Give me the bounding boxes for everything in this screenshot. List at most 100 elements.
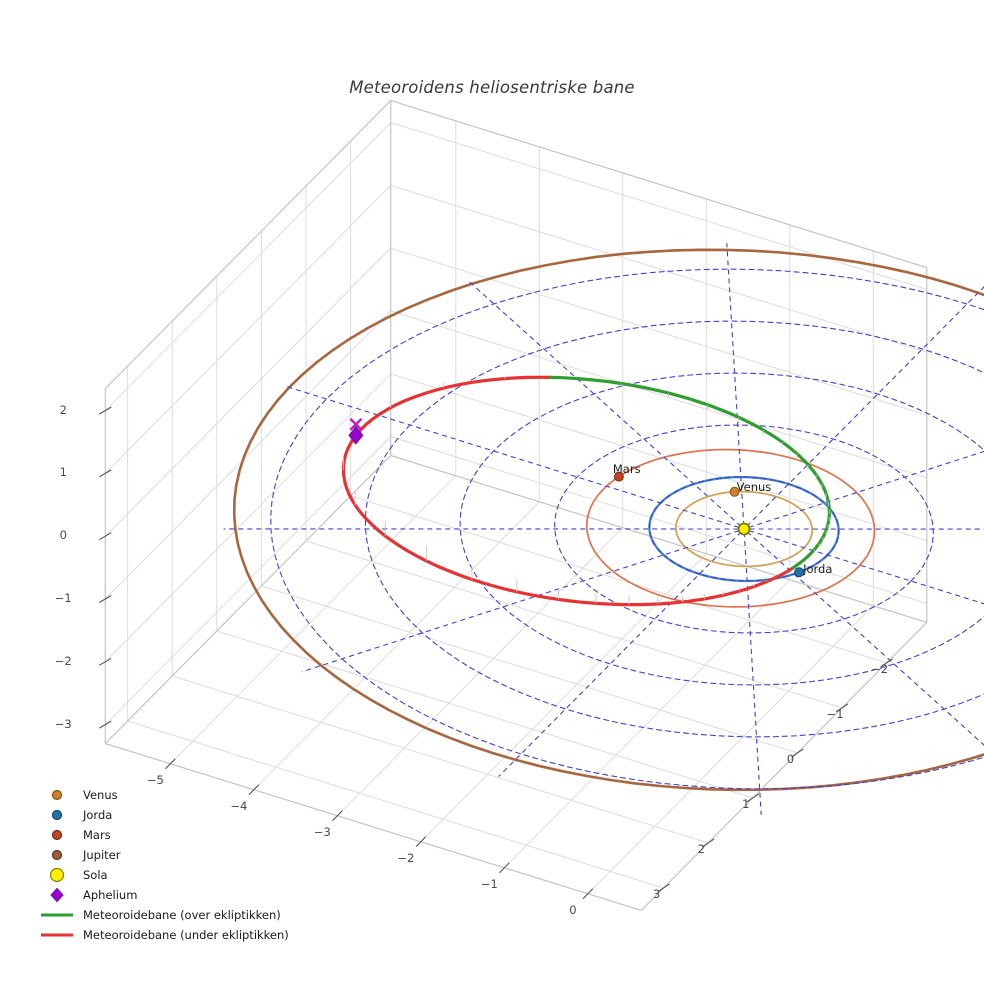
legend: Venus Jorda Mars Jupiter Sola Aphelium Meteoro… (38, 785, 289, 945)
x-tick (332, 810, 343, 822)
planet-label-venus: Venus (736, 479, 772, 494)
z-tick (99, 406, 112, 415)
grid-wall-z2 (390, 122, 927, 290)
z-tick (99, 595, 112, 603)
legend-item: Sola (38, 865, 289, 885)
polar-spoke (468, 280, 742, 527)
legend-item: Meteoroidebane (under ekliptikken) (38, 925, 289, 945)
ecliptic-polar-grid (223, 243, 984, 815)
legend-marker-dot (51, 789, 63, 801)
grid-wall-z2 (390, 310, 927, 479)
grid-wall-z2 (390, 436, 927, 604)
grid-wall-z (104, 373, 392, 663)
x-tick (248, 784, 260, 796)
z-tick (99, 720, 112, 729)
box-edge (104, 455, 392, 744)
box-edge (390, 454, 927, 623)
polar-spoke (746, 531, 984, 746)
box-edge (104, 100, 392, 390)
y-tick (791, 748, 804, 758)
aphelion-marker (348, 426, 364, 445)
polar-circle-r3 (459, 372, 984, 686)
grid-floor-y (216, 630, 753, 799)
z-tick-label: −3 (54, 716, 72, 731)
legend-label: Aphelium (83, 888, 138, 902)
x-tick-label: −3 (313, 824, 331, 839)
planet-label-jorda: Jorda (803, 562, 833, 577)
grid-floor-x (253, 501, 540, 791)
y-tick-label: −2 (871, 661, 889, 676)
legend-item: Jupiter (38, 845, 289, 865)
y-tick (835, 703, 849, 713)
meteoroid-above-ecliptic (549, 375, 832, 570)
z-tick-label: −2 (54, 653, 72, 668)
grid-wall-z (104, 436, 392, 725)
polar-spoke (746, 286, 984, 527)
legend-label: Jorda (83, 808, 113, 822)
legend-item: Jorda (38, 805, 289, 825)
markers (348, 418, 805, 578)
legend-marker-dot (51, 809, 63, 821)
polar-spoke (498, 531, 742, 777)
grid-floor-x (587, 605, 874, 895)
legend-marker-dot (51, 829, 63, 841)
grid-floor-y (127, 720, 664, 889)
legend-item: Mars (38, 825, 289, 845)
legend-label: Meteoroidebane (under ekliptikken) (83, 928, 289, 942)
planet-label-mars: Mars (612, 461, 641, 476)
sun-marker (737, 522, 751, 536)
polar-spoke (284, 385, 740, 528)
grid-floor-y (261, 585, 798, 754)
planet-orbits (232, 248, 984, 792)
legend-label: Jupiter (83, 848, 121, 862)
planet-marker-venus (729, 486, 740, 497)
chart-title: Meteoroidens heliosentriske bane (349, 78, 635, 97)
grid-wall-z (104, 247, 392, 537)
y-tick-label: 0 (786, 751, 795, 766)
z-tick (99, 469, 112, 478)
legend-marker-dot (51, 849, 63, 861)
z-tick-label: 1 (59, 465, 67, 480)
y-tick-label: 1 (742, 796, 750, 811)
box-edge (390, 100, 927, 269)
box-edge (105, 742, 642, 911)
grid-wall-z (104, 185, 392, 474)
legend-label: Meteoroidebane (over ekliptikken) (83, 908, 281, 922)
tick-marks (99, 406, 893, 900)
legend-marker-dot (49, 867, 65, 883)
polar-spoke (743, 532, 762, 815)
x-tick-label: −5 (146, 772, 164, 787)
grid-floor-y (172, 675, 709, 844)
z-tick-label: −1 (54, 591, 72, 606)
polar-spoke (726, 243, 745, 526)
x-tick (582, 888, 594, 900)
polar-spoke (748, 450, 984, 528)
grid-floor-x (170, 475, 457, 765)
legend-marker-line (41, 933, 73, 937)
legend-marker-line (41, 913, 73, 917)
grid-wall-z2 (390, 373, 927, 542)
legend-marker-diamond (50, 887, 64, 903)
polar-spoke (301, 530, 740, 673)
legend-label: Sola (83, 868, 108, 882)
legend-item: Meteoroidebane (over ekliptikken) (38, 905, 289, 925)
x-tick (499, 862, 510, 874)
grid-wall-z (104, 310, 392, 600)
axes-box (104, 100, 928, 911)
z-tick-label: 2 (59, 402, 67, 417)
grid-floor-x (504, 579, 791, 869)
x-tick (165, 758, 176, 770)
z-tick (99, 532, 112, 541)
y-tick-label: −1 (826, 706, 844, 721)
legend-item: Venus (38, 785, 289, 805)
y-tick (746, 793, 760, 803)
orbit-jupiter (232, 248, 984, 792)
grid-floor-y (350, 495, 887, 664)
legend-label: Mars (83, 828, 111, 842)
y-tick-label: 2 (697, 841, 705, 856)
grid-wall-z2 (390, 184, 927, 353)
polar-spoke (748, 530, 984, 605)
legend-item: Aphelium (38, 885, 289, 905)
planet-marker-jorda (794, 567, 805, 578)
